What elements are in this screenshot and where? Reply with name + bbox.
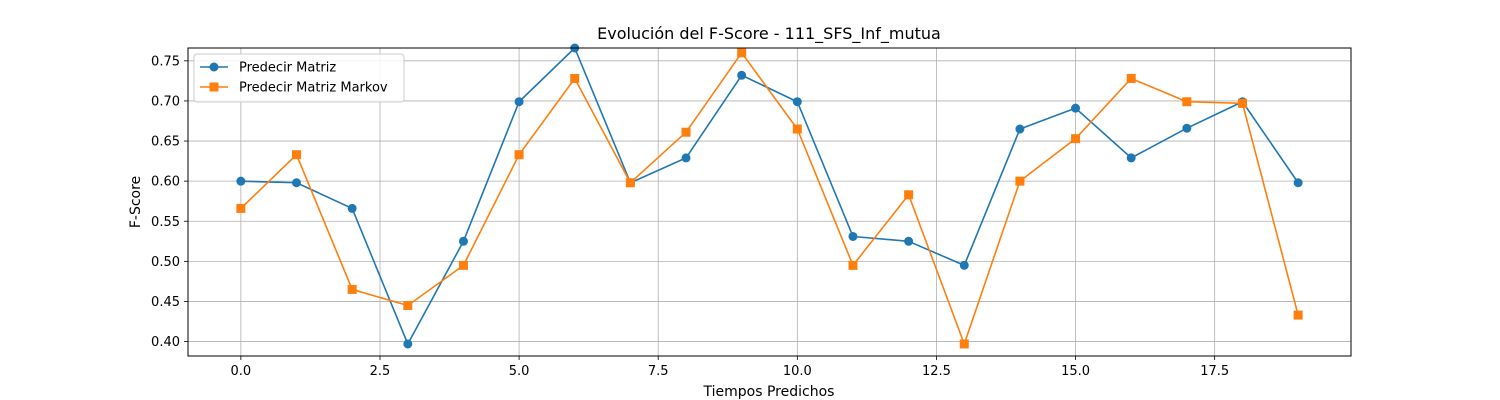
legend-marker xyxy=(209,82,219,92)
y-tick-label: 0.55 xyxy=(151,215,180,230)
data-point xyxy=(681,127,691,137)
data-point xyxy=(792,97,802,107)
x-tick-label: 15.0 xyxy=(1061,364,1090,379)
data-point xyxy=(403,300,413,310)
data-point xyxy=(292,150,302,160)
data-point xyxy=(347,284,357,294)
data-point xyxy=(959,339,969,349)
data-point xyxy=(792,124,802,134)
data-point xyxy=(737,48,747,58)
data-point xyxy=(292,178,302,188)
data-point xyxy=(1015,124,1025,134)
y-tick-label: 0.45 xyxy=(151,295,180,310)
data-point xyxy=(1071,103,1081,113)
data-point xyxy=(904,236,914,246)
x-axis-label: Tiempos Predichos xyxy=(703,384,835,400)
data-point xyxy=(236,176,246,186)
y-tick-label: 0.60 xyxy=(151,175,180,190)
legend: Predecir Matriz Predecir Matriz Markov xyxy=(193,53,405,103)
data-point xyxy=(904,190,914,200)
legend-label: Predecir Matriz xyxy=(239,61,336,76)
x-tick-label: 10.0 xyxy=(783,364,812,379)
x-tick-label: 7.5 xyxy=(648,364,669,379)
y-tick-label: 0.75 xyxy=(151,54,180,69)
legend-box xyxy=(193,53,405,103)
data-point xyxy=(681,153,691,163)
data-point xyxy=(625,178,635,188)
data-point xyxy=(1293,178,1303,188)
x-tick-label: 12.5 xyxy=(922,364,951,379)
data-point xyxy=(236,203,246,213)
x-tick-label: 5.0 xyxy=(509,364,530,379)
plot-frame xyxy=(187,47,1352,357)
data-point xyxy=(570,73,580,83)
y-tick-label: 0.70 xyxy=(151,94,180,109)
data-point xyxy=(1237,98,1247,108)
data-point xyxy=(514,97,524,107)
y-tick-label: 0.40 xyxy=(151,335,180,350)
data-point xyxy=(514,150,524,160)
data-point xyxy=(458,236,468,246)
data-point xyxy=(403,339,413,349)
data-point xyxy=(959,260,969,270)
data-point xyxy=(848,260,858,270)
data-point xyxy=(848,231,858,241)
x-tick-label: 2.5 xyxy=(370,364,391,379)
axis-ticks: 0.0 2.5 5.0 7.5 10.0 12.5 15.0 17.5 0.40 0.45 0.50… xyxy=(151,54,1229,379)
y-tick-label: 0.65 xyxy=(151,135,180,150)
data-point xyxy=(1126,153,1136,163)
series-line xyxy=(240,47,1299,345)
data-point xyxy=(1126,73,1136,83)
chart-title: Evolución del F-Score - 111_SFS_Inf_mutu… xyxy=(597,24,941,44)
data-point xyxy=(458,260,468,270)
data-point xyxy=(1071,134,1081,144)
data-point xyxy=(1293,310,1303,320)
legend-label: Predecir Matriz Markov xyxy=(239,81,388,96)
series-1 xyxy=(236,48,1303,349)
series-layer xyxy=(236,43,1303,349)
x-tick-label: 17.5 xyxy=(1200,364,1229,379)
data-point xyxy=(737,70,747,80)
y-tick-label: 0.50 xyxy=(151,255,180,270)
y-axis-label: F-Score xyxy=(128,176,144,228)
series-line xyxy=(240,52,1299,345)
legend-marker xyxy=(209,62,219,72)
data-point xyxy=(1182,97,1192,107)
data-point xyxy=(1015,176,1025,186)
data-point xyxy=(1182,123,1192,133)
data-point xyxy=(347,203,357,213)
x-tick-label: 0.0 xyxy=(231,364,252,379)
